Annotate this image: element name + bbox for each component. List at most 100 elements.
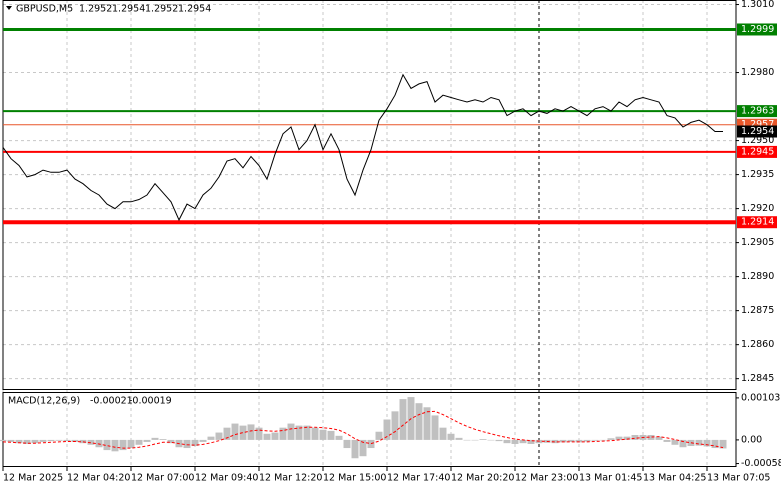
macd-bar bbox=[511, 439, 519, 444]
macd-bar bbox=[591, 439, 599, 441]
macd-bar bbox=[559, 439, 567, 443]
macd-bar bbox=[551, 439, 559, 444]
macd-bar bbox=[31, 439, 39, 444]
level-label-bg bbox=[737, 145, 777, 158]
macd-bar bbox=[23, 439, 31, 444]
x-tick-label: 12 Mar 09:40 bbox=[195, 473, 258, 484]
macd-bar bbox=[431, 415, 439, 440]
x-tick-label: 12 Mar 15:00 bbox=[323, 473, 386, 484]
macd-bar bbox=[375, 431, 383, 440]
macd-bar bbox=[327, 430, 335, 440]
x-tick-label: 12 Mar 04:20 bbox=[67, 473, 130, 484]
level-label-bg bbox=[737, 105, 777, 118]
x-tick-label: 12 Mar 2025 bbox=[3, 473, 63, 484]
macd-bar bbox=[247, 424, 255, 440]
macd-bar bbox=[487, 439, 495, 441]
x-tick-label: 12 Mar 23:00 bbox=[515, 473, 578, 484]
y-tick-label: 0.00103 bbox=[741, 392, 780, 403]
level-label: 1.2999 bbox=[741, 24, 774, 35]
macd-bar bbox=[479, 439, 487, 440]
macd-bar bbox=[287, 423, 295, 440]
grid bbox=[2, 0, 736, 466]
y-tick-label: 1.2905 bbox=[741, 237, 774, 248]
y-tick-label: 0.00 bbox=[741, 434, 762, 445]
macd-bar bbox=[567, 439, 575, 442]
macd-bar bbox=[55, 439, 63, 441]
macd-bar bbox=[303, 425, 311, 440]
y-tick-label: 1.2920 bbox=[741, 203, 774, 214]
ohlc-close: 1.2954 bbox=[178, 4, 211, 15]
macd-bar bbox=[279, 427, 287, 440]
macd-bar bbox=[215, 432, 223, 440]
macd-bar bbox=[263, 433, 271, 440]
macd-bar bbox=[87, 439, 95, 445]
y-tick-label: 1.2845 bbox=[741, 373, 774, 384]
macd-bar bbox=[415, 403, 423, 440]
macd-bar bbox=[623, 436, 631, 440]
macd-bar bbox=[695, 439, 703, 446]
macd-bar bbox=[207, 436, 215, 440]
macd-bar bbox=[71, 439, 79, 442]
y-tick-label: 1.2875 bbox=[741, 305, 774, 316]
macd-bar bbox=[111, 439, 119, 452]
macd-bar bbox=[719, 439, 727, 449]
macd-bar bbox=[647, 435, 655, 440]
macd-bar bbox=[151, 437, 159, 440]
y-tick-label: 1.2890 bbox=[741, 271, 774, 282]
x-tick-label: 13 Mar 01:45 bbox=[579, 473, 642, 484]
macd-bar bbox=[655, 436, 663, 440]
x-tick-label: 12 Mar 17:40 bbox=[387, 473, 450, 484]
macd-bar bbox=[319, 429, 327, 440]
macd-bar bbox=[607, 438, 615, 440]
macd-bar bbox=[351, 439, 359, 459]
macd-bar bbox=[183, 439, 191, 449]
macd-bar bbox=[447, 433, 455, 440]
menu-arrow[interactable] bbox=[6, 6, 12, 10]
macd-bar bbox=[575, 439, 583, 443]
y-tick-label: 1.2980 bbox=[741, 67, 774, 78]
x-tick-label: 12 Mar 12:20 bbox=[259, 473, 322, 484]
macd-bar bbox=[391, 411, 399, 440]
x-tick-label: 13 Mar 04:25 bbox=[643, 473, 706, 484]
macd-bar bbox=[519, 439, 527, 444]
macd-main-value: -0.00021 bbox=[90, 396, 133, 407]
macd-bar bbox=[191, 439, 199, 447]
macd-bar bbox=[711, 439, 719, 449]
level-label: 1.2945 bbox=[741, 146, 774, 157]
macd-bar bbox=[359, 439, 367, 457]
macd-bar bbox=[15, 439, 23, 444]
macd-bar bbox=[463, 439, 471, 441]
y-tick-label: 1.2950 bbox=[741, 135, 774, 146]
ohlc-high: 1.2954 bbox=[112, 4, 145, 15]
level-label: 1.2914 bbox=[741, 217, 774, 228]
y-tick-label: 1.2860 bbox=[741, 339, 774, 350]
macd-bar bbox=[615, 436, 623, 440]
macd-bar bbox=[343, 439, 351, 449]
macd-bar bbox=[127, 439, 135, 449]
macd-bar bbox=[495, 439, 503, 442]
y-tick-label: 1.3010 bbox=[741, 0, 774, 10]
symbol: GBPUSD,M5 bbox=[16, 4, 73, 15]
macd-bar bbox=[663, 439, 671, 442]
macd-bar bbox=[527, 439, 535, 444]
macd-bar bbox=[599, 439, 607, 441]
macd-bar bbox=[271, 432, 279, 440]
macd-bar bbox=[679, 439, 687, 448]
macd-bar bbox=[671, 439, 679, 445]
macd-title: MACD(12,26,9) bbox=[8, 396, 80, 407]
macd-bar bbox=[39, 439, 47, 442]
level-label-bg bbox=[737, 216, 777, 229]
macd-bar bbox=[295, 425, 303, 440]
price-line bbox=[2, 73, 723, 222]
macd-bar bbox=[47, 439, 55, 442]
macd-bar bbox=[223, 427, 231, 440]
y-tick-label: -0.00058 bbox=[741, 458, 781, 469]
level-label: 1.2954 bbox=[741, 126, 774, 137]
level-label-bg bbox=[737, 125, 777, 138]
macd-bar bbox=[119, 439, 127, 451]
x-tick-label: 12 Mar 07:00 bbox=[131, 473, 194, 484]
ohlc-open: 1.2952 bbox=[79, 4, 112, 15]
macd-bar bbox=[7, 439, 15, 442]
